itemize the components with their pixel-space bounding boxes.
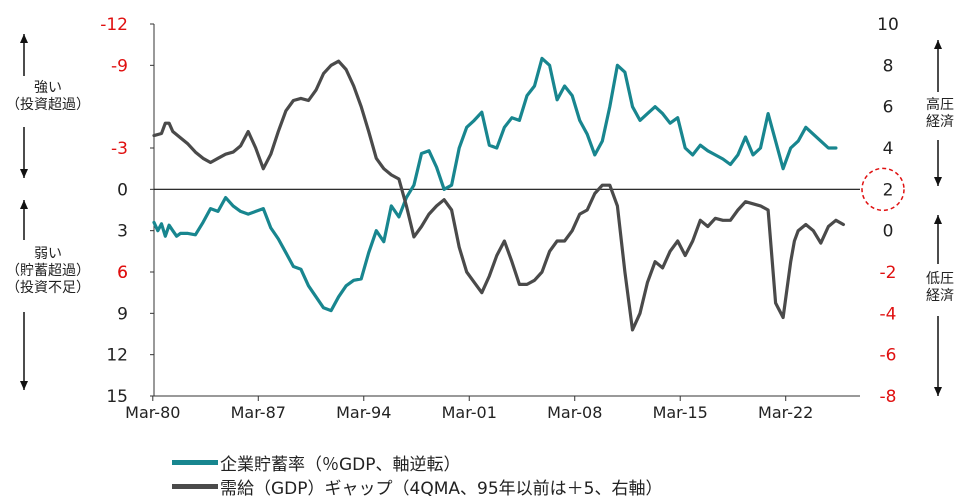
x-tick-label: Mar-80: [125, 403, 180, 422]
left-tick-label: 6: [117, 263, 128, 283]
x-tick-label: Mar-94: [336, 403, 391, 422]
right-up-arrow-head: [934, 40, 942, 49]
left-down-arrow-head: [20, 381, 28, 390]
left-tick-label: -9: [111, 56, 128, 76]
left-tick-label: 9: [117, 304, 128, 324]
right-annotation-top: 高圧 経済: [926, 97, 954, 130]
series-output-gap-line: [152, 59, 845, 332]
right-tick-label: 0: [883, 222, 894, 242]
axes-layer: [153, 24, 860, 397]
left-annotation-top: 強い （投資超過）: [6, 80, 90, 113]
right-tick-label: 10: [877, 15, 899, 35]
left-tick-label: -3: [111, 139, 128, 159]
legend-swatch-dark: [172, 484, 218, 489]
left-line-mid-head: [20, 200, 28, 209]
x-axis-ticks: Mar-80 Mar-87 Mar-94 Mar-01 Mar-08 Mar-15 Mar-…: [125, 396, 813, 422]
left-annotation-bottom: 弱い （貯蓄超過） （投資不足）: [6, 246, 90, 296]
right-down-arrow-head: [934, 387, 942, 396]
axis-arrows: [20, 34, 942, 396]
left-tick-label: 3: [117, 222, 128, 242]
x-tick-label: Mar-15: [653, 403, 708, 422]
right-tick-label: -6: [880, 346, 897, 366]
x-tick-label: Mar-87: [231, 403, 286, 422]
right-line-top-head: [934, 177, 942, 186]
right-tick-label: -4: [880, 304, 897, 324]
right-line-mid-head: [934, 215, 942, 224]
right-axis-ticks: 10 8 6 4 2 0 -2 -4 -6 -8: [861, 15, 905, 407]
left-tick-label: 15: [106, 387, 128, 407]
highlight-circle: [861, 167, 905, 212]
right-tick-label: 4: [883, 139, 894, 159]
legend-swatch-teal: [172, 460, 218, 465]
right-tick-label: -2: [880, 263, 897, 283]
right-annotation-bottom: 低圧 経済: [926, 271, 954, 304]
left-tick-label: 12: [106, 346, 128, 366]
right-tick-label: -8: [880, 387, 897, 407]
legend-label-series-1: 企業貯蓄率（％GDP、軸逆転）: [220, 455, 461, 475]
right-tick-label: 2: [883, 180, 894, 200]
x-tick-label: Mar-22: [758, 403, 813, 422]
left-tick-label: 0: [117, 180, 128, 200]
left-tick-label: 6: [117, 263, 128, 283]
right-tick-label: 6: [883, 98, 894, 118]
left-line-top-head: [20, 169, 28, 178]
legend-item-series-2: 需給（GDP）ギャップ（4QMA、95年以前は＋5、右軸）: [172, 474, 662, 499]
legend-item-series-1: 企業貯蓄率（％GDP、軸逆転）: [172, 450, 461, 475]
series-corporate-savings-line: [152, 56, 838, 313]
left-up-arrow-head: [20, 34, 28, 43]
right-tick-label: 8: [883, 56, 894, 76]
x-tick-label: Mar-08: [547, 403, 602, 422]
x-tick-label: Mar-01: [442, 403, 497, 422]
legend-label-series-2: 需給（GDP）ギャップ（4QMA、95年以前は＋5、右軸）: [220, 479, 663, 499]
series-layer: [152, 56, 845, 332]
left-tick-label: -12: [100, 15, 128, 35]
